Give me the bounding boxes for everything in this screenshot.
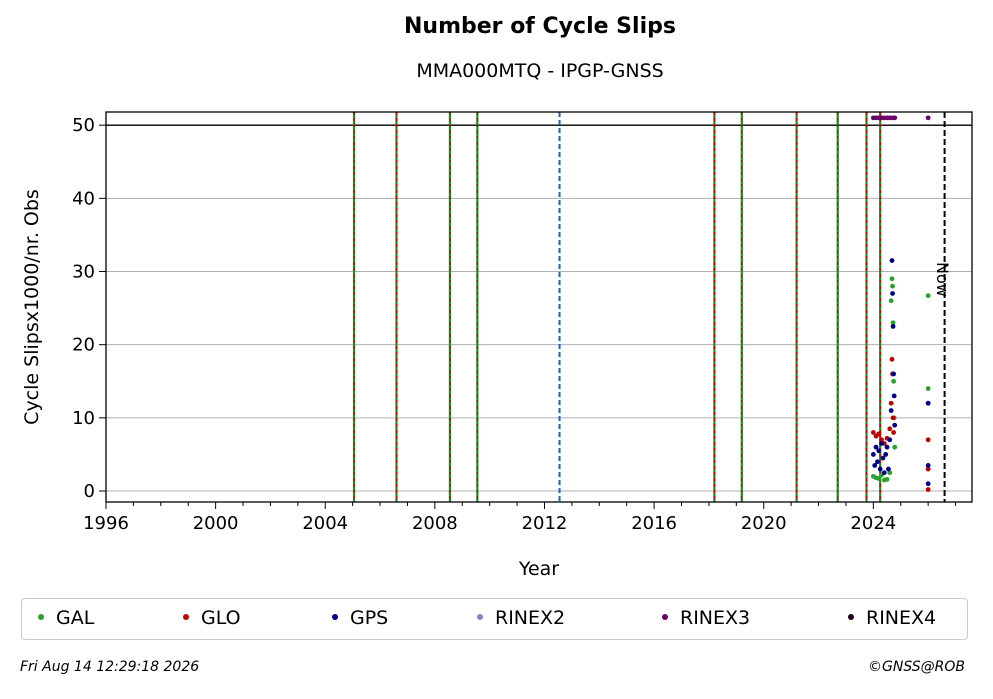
- x-axis-label: Year: [518, 558, 559, 580]
- legend-label-rinex3: RINEX3: [680, 607, 751, 629]
- data-point-gps: [890, 323, 896, 329]
- legend-label-gps: GPS: [350, 607, 389, 629]
- footer-timestamp: Fri Aug 14 12:29:18 2026: [20, 659, 200, 675]
- cycle-slips-chart: 1996 2000 2004 2008 2012 2016 2020 2024 0 10 20 30 4…: [21, 111, 973, 580]
- data-point-gps: [876, 448, 882, 454]
- data-point-gal: [925, 293, 931, 299]
- data-point-gal: [889, 276, 895, 282]
- legend-label-rinex2: RINEX2: [495, 607, 566, 629]
- legend-marker-gal: [38, 613, 44, 620]
- data-point-glo: [889, 356, 895, 362]
- y-tick-label: 20: [72, 335, 95, 356]
- data-point-gps: [892, 422, 898, 428]
- x-tick-label: 2020: [741, 513, 787, 534]
- data-point-gps: [889, 258, 895, 263]
- data-point-glo: [870, 430, 876, 435]
- data-point-glo: [890, 415, 896, 421]
- x-tick-label: 2016: [631, 513, 677, 534]
- data-point-gal: [890, 320, 896, 326]
- data-point-rinex3: [892, 115, 898, 121]
- data-point-glo: [879, 437, 884, 443]
- data-point-glo: [925, 466, 931, 472]
- data-point-gal: [887, 470, 893, 476]
- data-point-gps: [881, 470, 887, 476]
- data-point-gps: [925, 481, 931, 487]
- legend-item-gps: GPS: [332, 607, 388, 629]
- data-point-gps: [886, 466, 891, 472]
- data-point-gps: [887, 437, 893, 443]
- data-point-gps: [879, 441, 884, 446]
- legend-label-glo: GLO: [201, 607, 241, 629]
- data-point-gps: [883, 452, 889, 457]
- data-point-gps: [880, 455, 886, 461]
- legend-item-rinex2: RINEX2: [477, 607, 565, 629]
- data-point-gps: [891, 393, 897, 399]
- y-tick-label: 40: [72, 188, 95, 209]
- y-tick-label: 30: [72, 262, 95, 283]
- x-tick-label: 2004: [302, 513, 348, 534]
- legend-marker-rinex2: [477, 613, 483, 620]
- x-tick-label: 2012: [522, 513, 568, 534]
- data-point-glo: [925, 487, 931, 492]
- legend-label-rinex4: RINEX4: [866, 607, 937, 629]
- legend-label-gal: GAL: [56, 607, 95, 629]
- legend-marker-gps: [332, 613, 338, 620]
- data-point-glo: [887, 426, 893, 432]
- data-point-gps: [872, 463, 878, 468]
- data-point-gal: [876, 476, 882, 481]
- data-point-gps: [875, 459, 880, 465]
- y-tick-label: 10: [72, 408, 95, 429]
- data-point-gps: [925, 400, 931, 406]
- data-point-gal: [925, 386, 931, 391]
- data-point-gal: [890, 283, 895, 289]
- data-point-gps: [888, 408, 894, 413]
- legend-item-gal: GAL: [38, 607, 94, 629]
- data-point-gps: [890, 291, 895, 296]
- legend-marker-rinex3: [662, 613, 668, 620]
- data-point-gal: [892, 444, 898, 450]
- y-tick-label: 50: [72, 115, 95, 136]
- footer-copyright: ©GNSS@ROB: [868, 659, 965, 675]
- data-point-glo: [876, 431, 882, 437]
- y-tick-label: 0: [84, 481, 95, 502]
- data-point-gal: [888, 298, 894, 304]
- legend: GAL GLO GPS RINEX2 RINEX3 RINEX4: [21, 598, 968, 640]
- x-tick-label: 2024: [850, 513, 896, 534]
- legend-marker-glo: [183, 613, 189, 620]
- legend-item-glo: GLO: [183, 607, 241, 629]
- data-point-gps: [925, 463, 931, 468]
- y-axis-label: Cycle Slipsx1000/nr. Obs: [21, 189, 43, 425]
- data-point-glo: [925, 437, 931, 443]
- data-point-gal: [884, 476, 890, 482]
- data-point-gps: [891, 371, 897, 377]
- data-point-gps: [884, 444, 890, 450]
- data-point-rinex3: [925, 115, 931, 121]
- chart-title: Number of Cycle Slips: [404, 14, 676, 39]
- data-point-glo: [891, 430, 897, 435]
- x-tick-label: 1996: [83, 513, 129, 534]
- plot-frame: [105, 111, 973, 503]
- x-tick-label: 2000: [193, 513, 239, 534]
- data-point-gps: [873, 444, 879, 450]
- data-point-gal: [891, 378, 897, 384]
- legend-marker-rinex4: [848, 613, 854, 620]
- data-point-gps: [877, 466, 883, 472]
- now-label: Now: [933, 262, 952, 297]
- legend-item-rinex3: RINEX3: [662, 607, 750, 629]
- data-point-gps: [870, 452, 876, 457]
- data-point-glo: [888, 400, 894, 406]
- legend-item-rinex4: RINEX4: [848, 607, 936, 629]
- x-tick-label: 2008: [412, 513, 458, 534]
- chart-subtitle: MMA000MTQ - IPGP-GNSS: [416, 60, 664, 82]
